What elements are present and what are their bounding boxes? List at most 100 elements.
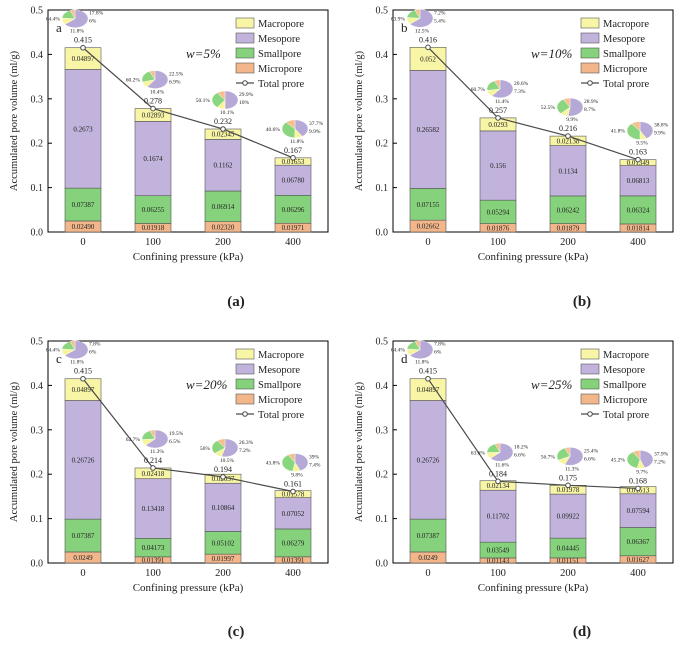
pie-label: 29.9% [239, 92, 254, 98]
condition-label: w=10% [531, 46, 572, 61]
pie-slice [632, 450, 641, 460]
x-tick-label: 100 [490, 237, 506, 248]
pie-slice [146, 70, 169, 89]
legend-swatch-micropore [580, 393, 600, 405]
total-point [565, 133, 571, 139]
total-point [565, 482, 571, 489]
y-tick-label: 0.2 [376, 470, 389, 481]
panel-caption: (d) [573, 624, 591, 640]
pie-label: 10.5% [220, 458, 235, 464]
pie-slice [224, 90, 239, 110]
bar-value-label: 0.01971 [282, 224, 305, 232]
pie-label: 17.8% [89, 11, 104, 17]
pie-slice [217, 438, 226, 449]
bar-segment-smallpore [549, 195, 587, 224]
bar-value-label: 0.01578 [282, 491, 305, 499]
legend-swatch-smallpore [580, 47, 600, 59]
plot-frame [47, 340, 329, 564]
bar-value-label: 0.04897 [72, 386, 95, 394]
bar-value-label: 0.01653 [282, 158, 305, 166]
pie-label: 11.3% [150, 449, 164, 455]
bar-value-label: 0.07387 [72, 201, 95, 209]
bar-value-label: 0.01143 [487, 557, 510, 565]
y-tick-label: 0.0 [376, 559, 389, 570]
bar-segment-mesopore [619, 493, 657, 528]
total-line [82, 378, 294, 493]
chart-panel-a: 0.0 0.1 0.2 0.3 0.4 0.5 Accumulated pore volum… [9, 6, 329, 263]
bar-segment-mesopore [619, 165, 657, 197]
pie-label: 7.2% [434, 10, 446, 16]
bar-segment-smallpore [409, 518, 447, 553]
pie-slice [149, 70, 156, 81]
total-line [82, 47, 294, 159]
legend-marker [587, 80, 593, 86]
pie-slice [493, 79, 501, 90]
bar-value-label: 0.06279 [282, 539, 305, 547]
pie-label: 56.7% [541, 454, 556, 460]
y-tick-label: 0.1 [31, 514, 44, 525]
bar-value-label: 0.01627 [627, 556, 650, 564]
bar-value-label: 0.04897 [72, 55, 95, 63]
bar-value-label: 0.09922 [557, 513, 580, 521]
y-tick-label: 0.1 [31, 183, 44, 194]
y-tick-label: 0.2 [31, 470, 44, 481]
condition-label: w=5% [186, 46, 221, 61]
legend-label: Total prore [258, 79, 305, 90]
bar-value-label: 0.07594 [627, 507, 650, 515]
bar-value-label: 0.01814 [627, 224, 650, 232]
bar-value-label: 0.156 [490, 162, 506, 170]
x-axis-label: Confining pressure (kPa) [133, 251, 244, 263]
pie-label: 64.4% [46, 17, 61, 23]
legend-swatch-smallpore [235, 378, 255, 390]
total-point [150, 465, 156, 471]
total-value-label: 0.168 [629, 476, 647, 485]
condition-label: w=20% [186, 377, 227, 392]
bar-value-label: 0.04445 [557, 545, 580, 553]
total-point [290, 155, 296, 161]
x-tick-label: 200 [560, 568, 576, 579]
pie-label: 10.1% [220, 110, 235, 116]
pie-slice [626, 451, 641, 469]
pie-label: 63.9% [391, 16, 406, 22]
bar-value-label: 0.02345 [212, 131, 235, 139]
x-tick-label: 400 [285, 237, 301, 248]
pie-label: 6% [89, 19, 97, 25]
bar-value-label: 0.06324 [627, 206, 650, 214]
total-point [425, 44, 431, 51]
pie-label: 10.4% [150, 90, 165, 96]
bar-segment-smallpore [64, 187, 102, 222]
x-tick-label: 200 [215, 568, 231, 579]
plot-frame [392, 9, 674, 233]
pie-label: 8.7% [584, 107, 596, 113]
pie-label: 6.6% [584, 456, 596, 462]
bar-value-label: 0.11702 [487, 513, 510, 521]
total-value-label: 0.416 [419, 35, 437, 44]
legend-label: Macropore [258, 350, 304, 361]
bar-segment-mesopore [409, 400, 447, 520]
pie-label: 20.6% [514, 81, 529, 87]
pie-label: 7.4% [309, 463, 321, 469]
pie-slice [639, 121, 654, 139]
bar-segment-mesopore [64, 69, 102, 189]
chart-panel-d: 0.0 0.1 0.2 0.3 0.4 0.5 Accumulated pore volum… [354, 337, 674, 594]
pie-slice [149, 429, 156, 440]
x-tick-label: 0 [80, 568, 85, 579]
legend-label: Smallpore [603, 380, 646, 391]
bar-segment-smallpore [619, 527, 657, 557]
pie-label: 64.4% [46, 348, 61, 354]
pie-label: 37.9% [654, 451, 669, 457]
pie-slice [64, 340, 89, 359]
bar-value-label: 0.01151 [557, 557, 580, 565]
x-tick-label: 100 [490, 568, 506, 579]
total-value-label: 0.161 [284, 480, 302, 489]
pie-label: 6.9% [169, 80, 181, 86]
total-value-label: 0.415 [74, 36, 92, 45]
pie-label: 19.5% [169, 431, 184, 437]
bar-value-label: 0.10864 [212, 504, 235, 512]
bar-value-label: 0.0249 [418, 554, 438, 562]
x-tick-label: 100 [145, 568, 161, 579]
bar-value-label: 0.07155 [417, 201, 440, 209]
y-tick-label: 0.3 [376, 425, 389, 436]
